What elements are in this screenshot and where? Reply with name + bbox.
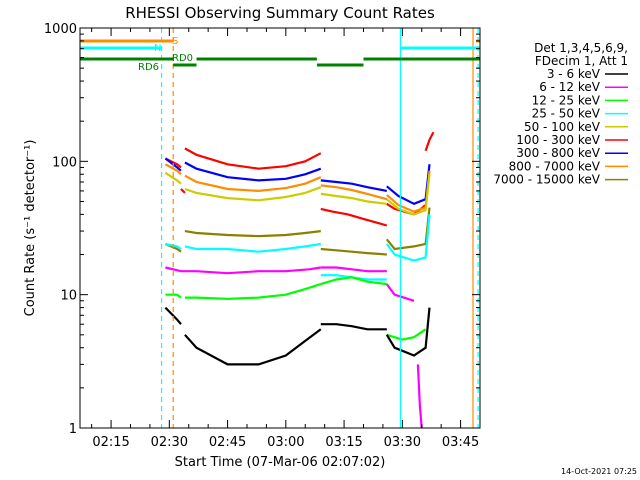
y-tick-label: 10 [60,289,77,304]
x-tick-label: 03:15 [325,435,362,450]
y-axis-label: Count Rate (s⁻¹ detector⁻¹) [23,140,38,317]
y-tick-label: 1 [69,422,77,437]
legend: Det 1,3,4,5,6,9,FDecim 1, Att 13 - 6 keV… [493,41,628,187]
series-line-6-12-kev-seg1 [320,266,387,273]
y-tick-label: 100 [52,155,77,170]
status-label-rd6: RD6 [138,62,159,73]
series-line-100-300-kev-seg3 [320,207,388,227]
legend-header: FDecim 1, Att 1 [535,54,628,68]
series-line-12-25-kev-seg1 [184,283,322,301]
vertical-marker-layer [160,28,479,428]
x-tick-label: 03:00 [267,435,304,450]
series-line-800-7000-kev-seg0 [164,163,182,176]
series-line-7000-15000-kev-seg1 [184,230,321,238]
series-line-50-100-kev-seg2 [320,192,387,205]
series-line-6-12-kev-seg3 [416,364,423,428]
status-label-rd0: RD0 [172,53,193,64]
series-line-3-6-kev-seg0 [164,306,182,325]
series-line-25-50-kev-seg0 [165,242,182,250]
status-bar-layer: SN RD0 RD6 [80,36,480,73]
status-label-n: N [154,43,161,54]
series-line-300-800-kev-seg3 [386,164,431,206]
x-axis-ticks: 02:15 02:30 02:45 03:00 03:15 03:30 03:45 [91,28,479,450]
x-tick-label: 03:45 [442,435,479,450]
series-line-6-12-kev-seg0 [165,266,321,275]
series-line-3-6-kev-seg3 [385,307,431,357]
legend-entry-label: 25 - 50 keV [532,107,601,121]
legend-entry-label: 300 - 800 keV [516,146,600,160]
series-line-3-6-kev-seg2 [320,323,387,331]
series-line-50-100-kev-seg0 [164,171,182,185]
series-line-50-100-kev-seg3 [386,174,431,216]
y-axis-ticks: 1 10 100 1000 [44,22,480,437]
series-line-7000-15000-kev-seg2 [320,247,387,256]
series-layer [164,131,435,428]
series-line-300-800-kev-seg1 [184,161,322,182]
x-tick-label: 02:45 [209,435,246,450]
series-line-800-7000-kev-seg1 [184,174,322,193]
legend-entry-label: 50 - 100 keV [524,120,601,134]
series-line-100-300-kev-seg5 [424,131,435,152]
y-tick-label: 1000 [44,22,77,37]
status-label-s: S [172,36,178,47]
series-line-6-12-kev-seg2 [385,283,415,302]
x-tick-label: 02:15 [92,435,129,450]
series-line-300-800-kev-seg0 [164,157,182,172]
series-line-50-100-kev-seg1 [184,186,322,202]
legend-entry-label: 800 - 7000 keV [509,159,601,173]
series-line-100-300-kev-seg1 [180,188,186,194]
series-line-12-25-kev-seg3 [386,328,427,341]
series-line-25-50-kev-seg1 [184,242,321,253]
legend-entry-label: 100 - 300 keV [516,133,600,147]
legend-entry-label: 6 - 12 keV [539,80,601,94]
series-line-12-25-kev-seg0 [165,293,182,299]
chart-title: RHESSI Observing Summary Count Rates [125,4,435,22]
x-tick-label: 02:30 [151,435,188,450]
series-line-12-25-kev-seg2 [320,276,387,286]
series-line-300-800-kev-seg2 [320,179,388,192]
legend-entry-label: 12 - 25 keV [532,93,601,107]
legend-entry-label: 7000 - 15000 keV [493,173,600,187]
legend-entry-label: 3 - 6 keV [547,67,601,81]
x-tick-label: 03:30 [384,435,421,450]
x-axis-label: Start Time (07-Mar-06 02:07:02) [175,455,386,470]
legend-header: Det 1,3,4,5,6,9, [534,41,628,55]
series-line-3-6-kev-seg1 [184,328,322,366]
plot-frame [79,27,481,429]
series-line-800-7000-kev-seg2 [320,184,388,201]
series-line-25-50-kev-seg3 [385,214,431,262]
series-line-100-300-kev-seg2 [184,147,322,170]
timestamp: 14-Oct-2021 07:25 [561,467,637,476]
